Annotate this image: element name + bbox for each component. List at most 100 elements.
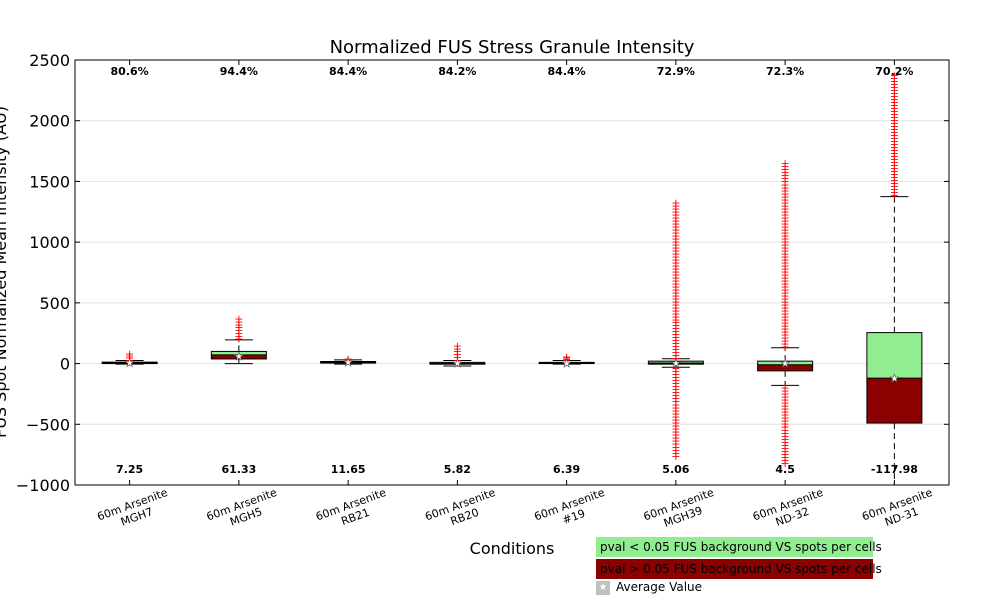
flier-marker-low: + bbox=[781, 445, 790, 458]
flier-marker-high: + bbox=[671, 256, 680, 269]
flier-marker-high: + bbox=[671, 343, 680, 356]
flier-marker-high: + bbox=[781, 160, 790, 173]
flier-marker-high: + bbox=[781, 295, 790, 308]
flier-marker-high: + bbox=[890, 105, 899, 118]
flier-marker-low: + bbox=[781, 390, 790, 403]
flier-marker-high: + bbox=[453, 351, 462, 364]
flier-marker-high: + bbox=[890, 141, 899, 154]
flier-marker-high: + bbox=[344, 354, 353, 367]
flier-marker-high: + bbox=[890, 120, 899, 133]
flier-marker-high: + bbox=[890, 183, 899, 196]
box-lower-half bbox=[211, 354, 267, 359]
flier-marker-high: + bbox=[890, 84, 899, 97]
axes: −1000 −500 0 500 1000 1500 2000 2500 60m Arsenit… bbox=[16, 51, 949, 530]
flier-marker-high: + bbox=[781, 211, 790, 224]
flier-marker-high: + bbox=[890, 147, 899, 160]
flier-marker-high: + bbox=[671, 247, 680, 260]
flier-marker-high: + bbox=[781, 244, 790, 257]
flier-marker-high: + bbox=[671, 286, 680, 299]
flier-marker-low: + bbox=[671, 362, 680, 375]
flier-marker-high: + bbox=[781, 292, 790, 305]
flier-marker-high: + bbox=[671, 212, 680, 225]
flier-marker-low: + bbox=[671, 432, 680, 445]
flier-marker-high: + bbox=[781, 305, 790, 318]
flier-marker-high: + bbox=[781, 196, 790, 209]
flier-marker-high: + bbox=[671, 227, 680, 240]
flier-marker-high: + bbox=[781, 317, 790, 330]
flier-marker-high: + bbox=[562, 350, 571, 363]
mean-marker: ★ bbox=[234, 350, 244, 363]
flier-marker-high: + bbox=[234, 318, 243, 331]
flier-marker-high: + bbox=[671, 221, 680, 234]
flier-marker-low: + bbox=[671, 398, 680, 411]
percent-label: 72.9% bbox=[657, 65, 695, 78]
flier-marker-high: + bbox=[781, 226, 790, 239]
mean-marker: ★ bbox=[671, 357, 681, 370]
flier-marker-high: + bbox=[781, 223, 790, 236]
flier-marker-low: + bbox=[671, 407, 680, 420]
flier-marker-low: + bbox=[671, 368, 680, 381]
flier-marker-high: + bbox=[671, 236, 680, 249]
legend-item-average: ★ Average Value bbox=[596, 579, 702, 595]
flier-marker-high: + bbox=[562, 354, 571, 367]
flier-marker-low: + bbox=[671, 374, 680, 387]
flier-marker-high: + bbox=[234, 313, 243, 326]
flier-marker-high: + bbox=[781, 280, 790, 293]
flier-marker-high: + bbox=[234, 333, 243, 346]
flier-marker-low: + bbox=[671, 377, 680, 390]
flier-marker-high: + bbox=[890, 132, 899, 145]
y-tick-label: −500 bbox=[26, 415, 70, 434]
flier-marker-high: + bbox=[890, 144, 899, 157]
flier-marker-high: + bbox=[781, 238, 790, 251]
flier-marker-high: + bbox=[671, 322, 680, 335]
mean-marker: ★ bbox=[343, 356, 353, 369]
flier-marker-high: + bbox=[125, 347, 134, 360]
percent-label: 80.6% bbox=[111, 65, 149, 78]
flier-marker-low: + bbox=[781, 387, 790, 400]
flier-marker-high: + bbox=[671, 328, 680, 341]
flier-marker-high: + bbox=[781, 274, 790, 287]
flier-marker-high: + bbox=[890, 108, 899, 121]
mean-value-label: -117.98 bbox=[871, 463, 918, 476]
flier-marker-high: + bbox=[781, 289, 790, 302]
flier-marker-low: + bbox=[671, 426, 680, 439]
flier-marker-low: + bbox=[671, 401, 680, 414]
flier-marker-high: + bbox=[453, 354, 462, 367]
flier-marker-low: + bbox=[781, 396, 790, 409]
flier-marker-high: + bbox=[781, 256, 790, 269]
flier-marker-low: + bbox=[781, 436, 790, 449]
flier-marker-low: + bbox=[781, 448, 790, 461]
flier-marker-high: + bbox=[671, 292, 680, 305]
flier-marker-high: + bbox=[890, 96, 899, 109]
flier-marker-high: + bbox=[890, 138, 899, 151]
y-tick-label: 1500 bbox=[29, 172, 70, 191]
flier-marker-high: + bbox=[671, 215, 680, 228]
mean-value-label: 11.65 bbox=[331, 463, 366, 476]
flier-marker-high: + bbox=[671, 250, 680, 263]
flier-marker-high: + bbox=[781, 241, 790, 254]
flier-marker-high: + bbox=[890, 180, 899, 193]
flier-marker-high: + bbox=[781, 157, 790, 170]
plot-area-frame bbox=[74, 59, 950, 486]
flier-marker-low: + bbox=[781, 451, 790, 464]
flier-marker-low: + bbox=[781, 393, 790, 406]
flier-marker-high: + bbox=[671, 218, 680, 231]
flier-marker-high: + bbox=[234, 324, 243, 337]
flier-marker-low: + bbox=[671, 410, 680, 423]
flier-marker-high: + bbox=[890, 174, 899, 187]
flier-marker-low: + bbox=[781, 439, 790, 452]
flier-marker-high: + bbox=[671, 265, 680, 278]
flier-marker-high: + bbox=[781, 326, 790, 339]
legend-average-label: Average Value bbox=[616, 580, 703, 594]
flier-marker-high: + bbox=[781, 220, 790, 233]
flier-marker-high: + bbox=[671, 313, 680, 326]
mean-value-label: 5.06 bbox=[662, 463, 689, 476]
flier-marker-high: + bbox=[781, 208, 790, 221]
flier-marker-high: + bbox=[781, 175, 790, 188]
flier-marker-high: + bbox=[890, 171, 899, 184]
flier-marker-high: + bbox=[671, 271, 680, 284]
flier-marker-high: + bbox=[890, 156, 899, 169]
flier-marker-high: + bbox=[890, 93, 899, 106]
